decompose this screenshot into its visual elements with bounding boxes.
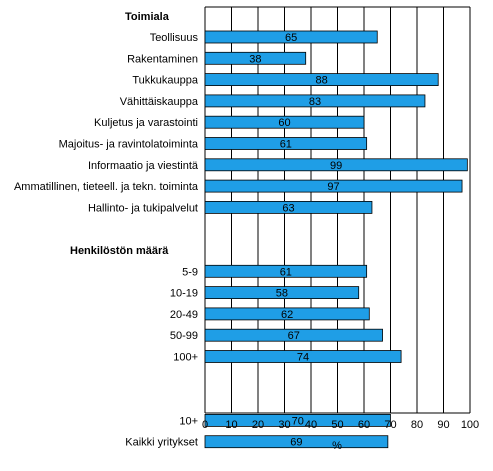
category-label: Ammatillinen, tieteell. ja tekn. toimint… xyxy=(14,181,199,193)
bar xyxy=(204,413,391,427)
bar xyxy=(204,115,365,129)
bar xyxy=(204,328,383,342)
category-label: 5-9 xyxy=(182,266,198,278)
x-tick-label: 70 xyxy=(384,419,396,431)
x-tick-label: 40 xyxy=(305,419,317,431)
bar xyxy=(204,94,426,108)
bar-value-label: 88 xyxy=(315,75,327,87)
x-tick-label: 60 xyxy=(358,419,370,431)
x-tick-label: 10 xyxy=(225,419,237,431)
bar-value-label: 70 xyxy=(292,415,304,427)
group-heading: Toimiala xyxy=(125,11,170,23)
bar xyxy=(204,51,307,65)
bar-value-label: 38 xyxy=(249,53,261,65)
x-tick-label: 30 xyxy=(278,419,290,431)
category-label: 10-19 xyxy=(170,288,198,300)
bar-value-label: 65 xyxy=(285,32,297,44)
x-tick-label: 90 xyxy=(437,419,449,431)
category-label: Hallinto- ja tukipalvelut xyxy=(88,202,198,214)
bar xyxy=(204,179,463,193)
x-tick-label: 100 xyxy=(461,419,479,431)
bar xyxy=(204,286,360,300)
bar-value-label: 58 xyxy=(276,288,288,300)
category-label: Majoitus- ja ravintolatoiminta xyxy=(59,139,199,151)
bar-value-label: 61 xyxy=(280,266,292,278)
bar xyxy=(204,30,378,44)
category-label: Informaatio ja viestintä xyxy=(88,160,199,172)
bar-value-label: 99 xyxy=(330,160,342,172)
category-label: 50-99 xyxy=(170,330,198,342)
category-label: Tukkukauppa xyxy=(132,75,199,87)
bar-value-label: 61 xyxy=(280,139,292,151)
bar-value-label: 60 xyxy=(278,117,290,129)
bar xyxy=(204,137,368,150)
bar-value-label: 97 xyxy=(327,181,339,193)
bar xyxy=(204,435,389,449)
category-label: Kaikki yritykset xyxy=(125,437,198,449)
bar-value-label: 63 xyxy=(282,202,294,214)
category-label: Kuljetus ja varastointi xyxy=(94,117,198,129)
category-label: 100+ xyxy=(173,352,198,364)
bar-value-label: 67 xyxy=(288,330,300,342)
bar xyxy=(204,264,368,278)
group-heading: Henkilöstön määrä xyxy=(70,245,169,257)
x-tick-label: 50 xyxy=(331,419,343,431)
x-tick-label: 80 xyxy=(411,419,423,431)
bar xyxy=(204,350,402,363)
category-label: Vähittäiskauppa xyxy=(120,96,199,108)
bar xyxy=(204,200,373,214)
x-axis-label: % xyxy=(332,440,342,452)
category-label: 20-49 xyxy=(170,309,198,321)
x-tick-label: 0 xyxy=(202,419,208,431)
label-layer: Toimiala Teollisuus 65 Rakentaminen 38 Tukkuk… xyxy=(14,11,342,449)
category-label: Teollisuus xyxy=(150,32,199,44)
bar-value-label: 74 xyxy=(297,352,309,364)
bar-value-label: 69 xyxy=(290,437,302,449)
bar xyxy=(204,158,468,172)
axis-layer: 0 10 20 30 40 50 60 70 80 90 100 xyxy=(202,412,479,431)
bar-value-label: 62 xyxy=(281,309,293,321)
bar xyxy=(204,307,370,321)
category-label: Rakentaminen xyxy=(127,53,198,65)
bar-layer xyxy=(204,30,468,449)
x-tick-label: 20 xyxy=(252,419,264,431)
category-label: 10+ xyxy=(179,415,198,427)
bar xyxy=(204,73,439,86)
bar-value-label: 83 xyxy=(309,96,321,108)
